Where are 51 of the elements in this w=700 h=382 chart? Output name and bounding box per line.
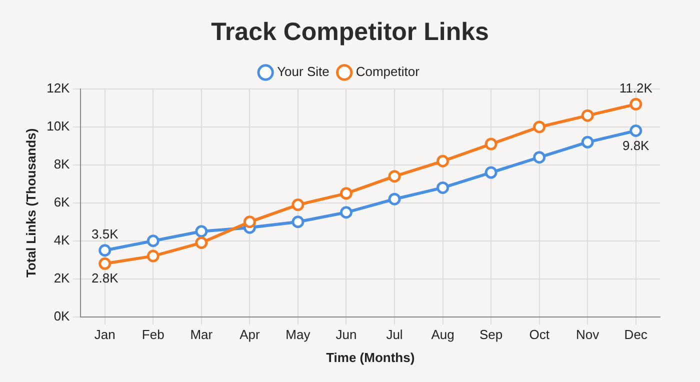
point [388,192,401,206]
point [292,216,304,228]
point [98,257,112,270]
point [243,216,256,228]
y-axis-title: Total Links (Thousands) [23,128,38,278]
data-label: 11.2K [619,80,653,96]
point [436,181,450,194]
y-tick-label: 10K [46,118,70,134]
x-tick-label: May [286,327,311,342]
y-tick-label: 2K [54,270,70,286]
point [436,154,450,168]
data-label: 2.8K [91,270,119,286]
point [146,250,160,262]
point [292,198,304,212]
data-label: 9.8K [622,138,650,153]
legend-label: Your Site [277,64,330,80]
point [146,234,160,248]
point [581,109,594,122]
x-tick-label: Dec [624,327,648,342]
y-tick-label: 12K [46,80,70,96]
data-label: 3.5K [91,226,119,242]
y-tick-label: 6K [54,194,70,210]
point [484,138,498,150]
x-tick-label: Mar [190,327,214,342]
point [340,187,352,200]
point [533,151,546,164]
x-tick-label: Jul [386,327,403,342]
point [630,98,642,110]
y-tick-label: 4K [54,232,70,248]
x-tick-label: Oct [529,327,550,342]
point [484,166,498,179]
x-tick-label: Aug [431,327,454,342]
point [630,124,642,138]
y-tick-label: 8K [54,156,70,172]
point [388,170,401,183]
y-tick-label: 0K [54,308,70,324]
x-tick-label: Jun [336,327,357,342]
point [581,136,594,148]
point [340,206,352,219]
x-tick-label: Sep [479,327,503,342]
legend-label: Competitor [356,64,420,80]
point [533,120,546,134]
x-tick-label: Apr [240,327,260,342]
x-tick-label: Jan [94,327,116,342]
point [195,225,208,238]
chart-title: Track Competitor Links [210,18,490,47]
x-tick-label: Nov [576,327,600,342]
x-tick-label: Feb [142,327,164,342]
point [195,236,208,250]
point [98,244,112,257]
x-axis-title: Time (Months) [326,350,415,365]
